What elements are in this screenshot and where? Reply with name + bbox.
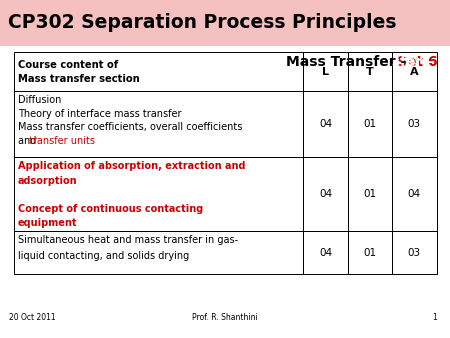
Text: 04: 04 xyxy=(408,189,421,199)
Bar xyxy=(392,231,436,274)
Bar xyxy=(348,157,392,231)
Text: 01: 01 xyxy=(363,119,377,129)
Bar xyxy=(303,91,348,157)
Text: Course content of
Mass transfer section: Course content of Mass transfer section xyxy=(18,59,140,83)
Text: 01: 01 xyxy=(363,248,377,258)
Text: Theory of interface mass transfer: Theory of interface mass transfer xyxy=(18,108,181,119)
Text: T: T xyxy=(366,67,374,76)
Text: 1: 1 xyxy=(432,313,436,322)
Text: 20 Oct 2011: 20 Oct 2011 xyxy=(9,313,56,322)
Text: Simultaneous heat and mass transfer in gas-: Simultaneous heat and mass transfer in g… xyxy=(18,235,238,245)
Bar xyxy=(392,91,436,157)
Text: 03: 03 xyxy=(408,119,421,129)
Bar xyxy=(348,91,392,157)
Text: 04: 04 xyxy=(319,248,332,258)
Bar xyxy=(14,231,303,274)
Text: 01: 01 xyxy=(363,189,377,199)
Text: liquid contacting, and solids drying: liquid contacting, and solids drying xyxy=(18,251,189,261)
Bar xyxy=(392,157,436,231)
Text: Set 6: Set 6 xyxy=(397,55,437,69)
Text: Prof. R. Shanthini: Prof. R. Shanthini xyxy=(192,313,258,322)
Text: Mass Transfer -: Mass Transfer - xyxy=(286,55,411,69)
Text: CP302 Separation Process Principles: CP302 Separation Process Principles xyxy=(8,13,396,32)
Text: Concept of continuous contacting: Concept of continuous contacting xyxy=(18,204,203,214)
Text: and: and xyxy=(18,136,40,146)
Bar xyxy=(0,0,450,46)
Text: L: L xyxy=(322,67,329,76)
Bar xyxy=(392,52,436,91)
Text: equipment: equipment xyxy=(18,218,77,228)
Text: adsorption: adsorption xyxy=(18,175,77,186)
Bar xyxy=(303,231,348,274)
Text: Application of absorption, extraction and: Application of absorption, extraction an… xyxy=(18,161,246,171)
Text: Diffusion: Diffusion xyxy=(18,95,61,105)
Text: 04: 04 xyxy=(319,119,332,129)
Text: transfer units: transfer units xyxy=(29,136,95,146)
Text: Mass Transfer -: Mass Transfer - xyxy=(264,55,437,69)
Bar xyxy=(303,52,348,91)
Text: 04: 04 xyxy=(319,189,332,199)
Bar xyxy=(348,52,392,91)
Text: Mass transfer coefficients, overall coefficients: Mass transfer coefficients, overall coef… xyxy=(18,122,243,132)
Bar xyxy=(14,52,303,91)
Bar xyxy=(14,157,303,231)
Text: A: A xyxy=(410,67,418,76)
Text: 03: 03 xyxy=(408,248,421,258)
Bar xyxy=(14,91,303,157)
Bar xyxy=(303,157,348,231)
Bar xyxy=(348,231,392,274)
